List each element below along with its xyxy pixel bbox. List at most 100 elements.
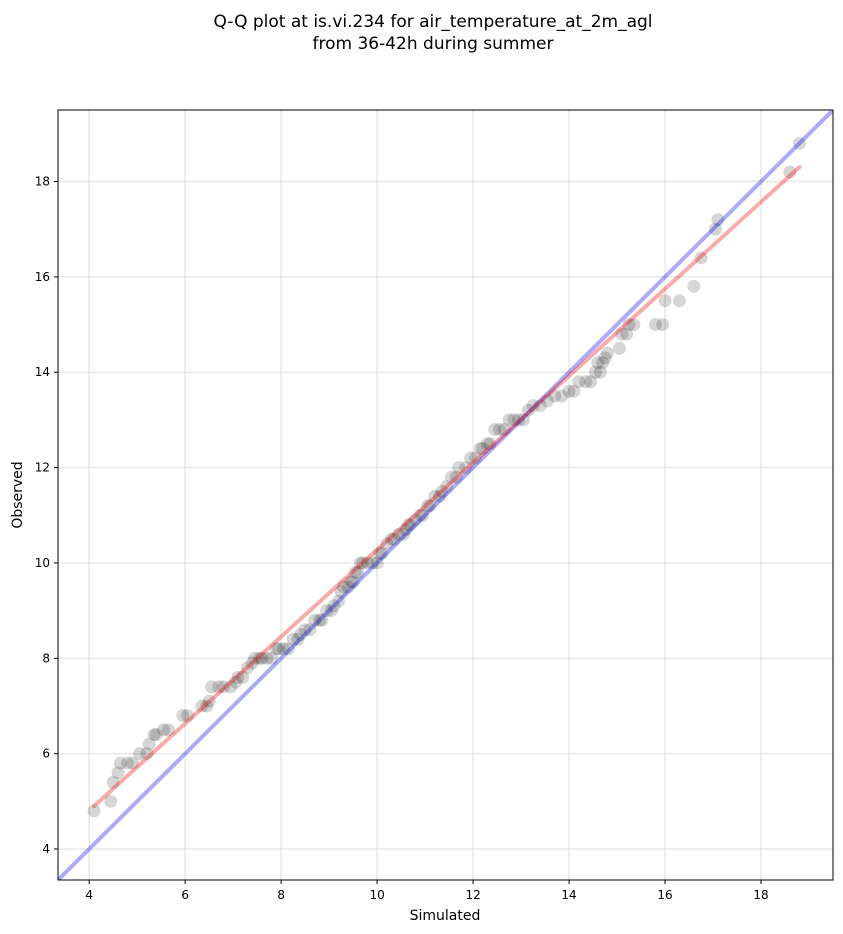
- data-point: [567, 384, 581, 398]
- data-point: [593, 365, 607, 379]
- data-point: [401, 518, 415, 532]
- data-point: [502, 413, 516, 427]
- y-tick-label: 18: [35, 175, 50, 189]
- data-point: [337, 580, 351, 594]
- data-point: [598, 351, 612, 365]
- y-axis-ticks: 4 6 8 10 12 14 16 18: [35, 175, 58, 856]
- y-tick-label: 12: [35, 461, 50, 475]
- data-point: [548, 389, 562, 403]
- data-point: [147, 728, 161, 742]
- y-axis-label: Observed: [10, 461, 26, 528]
- data-point: [293, 627, 307, 641]
- data-point: [399, 523, 413, 537]
- data-point: [181, 709, 195, 723]
- data-point: [464, 451, 478, 465]
- data-point: [142, 737, 156, 751]
- data-point: [428, 489, 442, 503]
- data-point: [612, 341, 626, 355]
- data-point: [385, 532, 399, 546]
- data-point: [507, 413, 521, 427]
- data-point: [351, 565, 365, 579]
- data-point: [87, 804, 101, 818]
- data-point: [468, 451, 482, 465]
- data-point: [783, 165, 797, 179]
- x-tick-label: 16: [657, 888, 672, 902]
- data-point: [236, 670, 250, 684]
- data-point: [687, 279, 701, 293]
- data-point: [212, 680, 226, 694]
- y-tick-label: 10: [35, 556, 50, 570]
- fit-line: [91, 165, 802, 809]
- data-point: [648, 318, 662, 332]
- data-point: [241, 661, 255, 675]
- data-point: [341, 580, 355, 594]
- data-point: [492, 422, 506, 436]
- data-point: [195, 699, 209, 713]
- y-tick-label: 14: [35, 365, 50, 379]
- data-point: [579, 375, 593, 389]
- data-point: [356, 556, 370, 570]
- x-tick-label: 14: [561, 888, 576, 902]
- data-point: [149, 728, 163, 742]
- data-point: [365, 556, 379, 570]
- data-point: [380, 537, 394, 551]
- data-point: [435, 484, 449, 498]
- data-point: [452, 461, 466, 475]
- x-tick-label: 18: [753, 888, 768, 902]
- x-tick-label: 10: [369, 888, 384, 902]
- data-point: [533, 399, 547, 413]
- data-point: [133, 747, 147, 761]
- data-point: [106, 775, 120, 789]
- data-points: [87, 136, 806, 818]
- data-point: [224, 680, 238, 694]
- data-point: [433, 489, 447, 503]
- data-point: [615, 327, 629, 341]
- data-point: [111, 766, 125, 780]
- data-point: [792, 136, 806, 150]
- data-point: [286, 632, 300, 646]
- data-point: [245, 656, 259, 670]
- data-point: [370, 556, 384, 570]
- data-point: [421, 499, 435, 513]
- data-point: [591, 356, 605, 370]
- data-point: [562, 384, 576, 398]
- data-point: [265, 651, 279, 665]
- data-point: [480, 437, 494, 451]
- data-point: [512, 413, 526, 427]
- data-point: [205, 680, 219, 694]
- data-point: [291, 632, 305, 646]
- grid-lines: [58, 110, 833, 880]
- data-point: [202, 694, 216, 708]
- data-point: [413, 508, 427, 522]
- y-tick-label: 16: [35, 270, 50, 284]
- data-point: [423, 499, 437, 513]
- data-point: [711, 213, 725, 227]
- data-point: [315, 613, 329, 627]
- data-point: [161, 723, 175, 737]
- y-tick-label: 6: [42, 747, 50, 761]
- data-point: [620, 327, 634, 341]
- x-axis-ticks: 4 6 8 10 12 14 16 18: [85, 880, 769, 902]
- data-point: [497, 422, 511, 436]
- x-tick-label: 4: [85, 888, 93, 902]
- data-point: [353, 556, 367, 570]
- data-point: [658, 294, 672, 308]
- data-point: [344, 575, 358, 589]
- data-point: [488, 422, 502, 436]
- data-point: [516, 413, 530, 427]
- data-point: [140, 747, 154, 761]
- data-point: [444, 470, 458, 484]
- identity-line: [58, 110, 833, 880]
- data-point: [449, 470, 463, 484]
- data-point: [708, 222, 722, 236]
- data-point: [361, 556, 375, 570]
- x-tick-label: 12: [465, 888, 480, 902]
- data-point: [281, 642, 295, 656]
- data-point: [260, 651, 274, 665]
- data-point: [269, 642, 283, 656]
- data-point: [113, 756, 127, 770]
- data-point: [253, 651, 267, 665]
- chart-title-line-1: Q-Q plot at is.vi.234 for air_temperatur…: [213, 12, 652, 32]
- y-tick-label: 4: [42, 842, 50, 856]
- data-point: [375, 546, 389, 560]
